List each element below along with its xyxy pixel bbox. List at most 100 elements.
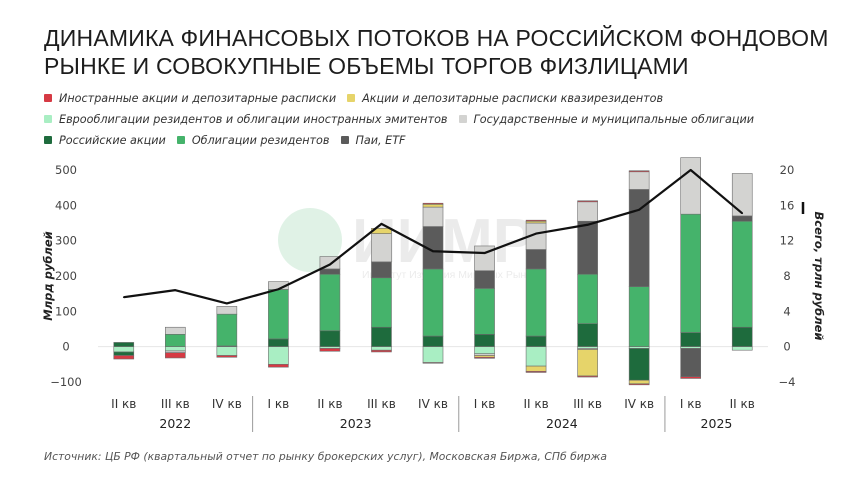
watermark-subtitle: Институт Изучения Мировых Рынков bbox=[362, 269, 543, 281]
bar-rus_bonds-5 bbox=[319, 273, 341, 332]
legend-item-quasi: Акции и депозитарные расписки квазирезид… bbox=[347, 92, 663, 105]
line-point-11 bbox=[638, 208, 640, 211]
bar-euro-8 bbox=[474, 346, 495, 355]
bar-rus_shares-4 bbox=[268, 338, 289, 347]
x-tick-label: II кв bbox=[730, 397, 755, 411]
bar-funds-6 bbox=[371, 261, 392, 279]
legend-row-3: Российские акции Облигации резидентов Паи,… bbox=[44, 134, 844, 155]
y2-tick-label: 0 bbox=[783, 340, 790, 354]
x-tick-label: I кв bbox=[474, 397, 496, 411]
watermark-globe-icon bbox=[278, 208, 342, 272]
x-tick-label: I кв bbox=[268, 397, 290, 411]
bar-quasi_neg-10 bbox=[577, 349, 598, 377]
bar-euro-4 bbox=[268, 346, 289, 365]
bar-foreign_neg-12 bbox=[680, 376, 701, 379]
y-axis-label: Млрд рублей bbox=[41, 231, 55, 320]
bar-quasi_neg-11 bbox=[628, 379, 650, 385]
line-point-7 bbox=[432, 250, 434, 253]
bar-funds-13 bbox=[731, 215, 753, 222]
y-tick-label: −100 bbox=[50, 375, 82, 389]
line-point-5 bbox=[329, 263, 331, 266]
bar-rus_bonds-13 bbox=[731, 220, 753, 328]
bar-gov-2 bbox=[165, 326, 186, 335]
bar-rus_bonds-10 bbox=[577, 273, 598, 325]
bar-funds-5 bbox=[319, 268, 341, 275]
bar-rus_bonds-7 bbox=[422, 268, 444, 337]
y2-tick-label: 16 bbox=[780, 198, 795, 212]
bar-foreign_neg-2 bbox=[165, 352, 186, 359]
bar-foreign_neg-5 bbox=[319, 348, 341, 352]
legend-item-euro: Еврооблигации резидентов и облигации ино… bbox=[44, 113, 448, 126]
legend-label-rus_shares: Российские акции bbox=[59, 134, 166, 147]
legend-label-foreign: Иностранные акции и депозитарные расписк… bbox=[59, 92, 337, 105]
bar-gov-3 bbox=[216, 306, 238, 315]
bar-quasi-7 bbox=[422, 203, 444, 208]
bar-euro-13 bbox=[731, 346, 753, 351]
bar-rus_shares-6 bbox=[371, 326, 392, 347]
legend-item-funds: Паи, ETF bbox=[340, 134, 406, 147]
line-point-6 bbox=[380, 223, 383, 225]
bar-euro-3 bbox=[216, 346, 238, 356]
bar-rus_bonds-8 bbox=[474, 288, 495, 335]
y2-axis-label: Всего, трлн рублей bbox=[812, 212, 826, 341]
bar-gov-6 bbox=[371, 233, 392, 263]
line-point-12 bbox=[689, 169, 692, 171]
bar-foreign-11 bbox=[628, 170, 650, 173]
y-tick-label: 0 bbox=[62, 340, 69, 354]
legend-label-rus_bonds: Облигации резидентов bbox=[191, 134, 330, 147]
bar-euro-9 bbox=[525, 346, 547, 367]
bar-gov-13 bbox=[731, 173, 753, 217]
x-tick-label: III кв bbox=[573, 397, 602, 411]
y-tick-label: 100 bbox=[55, 304, 77, 318]
legend-swatch-funds bbox=[340, 136, 349, 144]
year-label: 2024 bbox=[546, 416, 578, 431]
line-point-4 bbox=[277, 288, 280, 291]
line-point-13 bbox=[741, 212, 744, 215]
bar-foreign_neg-6 bbox=[371, 349, 392, 353]
bar-gov-7 bbox=[422, 206, 444, 227]
x-tick-label: III кв bbox=[161, 397, 190, 411]
legend-swatch-foreign bbox=[44, 94, 52, 102]
bar-rus_shares-10 bbox=[577, 323, 598, 347]
legend-item-rus_shares: Российские акции bbox=[44, 134, 166, 147]
bar-rus_shares-7 bbox=[422, 335, 444, 347]
bar-foreign_neg-9 bbox=[525, 371, 547, 373]
bar-foreign-7 bbox=[422, 202, 444, 205]
legend-label-euro: Еврооблигации резидентов и облигации ино… bbox=[59, 113, 448, 126]
legend-item-foreign: Иностранные акции и депозитарные расписк… bbox=[44, 92, 336, 105]
legend-item-gov: Государственные и муниципальные облигаци… bbox=[458, 113, 754, 126]
line-point-3 bbox=[226, 302, 228, 305]
y-tick-label: 300 bbox=[55, 234, 77, 248]
bar-rus_shares-8 bbox=[474, 333, 495, 347]
y-tick-label: 200 bbox=[55, 269, 77, 283]
bar-rus_bonds-2 bbox=[165, 333, 186, 347]
bar-foreign_neg-7 bbox=[422, 362, 444, 364]
bar-foreign-10 bbox=[577, 200, 598, 203]
y2-tick-label: 8 bbox=[783, 269, 790, 283]
x-tick-label: IV кв bbox=[624, 397, 654, 411]
year-label: 2023 bbox=[340, 416, 372, 431]
x-tick-label: II кв bbox=[111, 397, 136, 411]
bar-foreign_neg-10 bbox=[577, 375, 598, 378]
legend-swatch-rus_bonds bbox=[176, 136, 185, 144]
legend-row-2: Еврооблигации резидентов и облигации ино… bbox=[44, 113, 844, 134]
legend-row-1: Иностранные акции и депозитарные расписк… bbox=[44, 92, 844, 113]
bar-gov-10 bbox=[577, 201, 598, 222]
bar-foreign-9 bbox=[525, 219, 547, 222]
bar-rus_shares-12 bbox=[680, 332, 701, 347]
bar-funds-10 bbox=[577, 220, 598, 275]
bar-euro-7 bbox=[422, 346, 444, 363]
bar-rus_bonds-9 bbox=[525, 268, 547, 337]
x-tick-label: I кв bbox=[680, 397, 702, 411]
bar-funds-8 bbox=[474, 270, 495, 289]
chart-title: ДИНАМИКА ФИНАНСОВЫХ ПОТОКОВ НА РОССИЙСКО… bbox=[44, 24, 834, 80]
bar-foreign_neg-3 bbox=[216, 355, 238, 358]
y2-tick-label: −4 bbox=[779, 375, 796, 389]
bar-rus_bonds-4 bbox=[268, 289, 289, 340]
x-tick-label: III кв bbox=[367, 397, 396, 411]
y2-tick-label: 20 bbox=[780, 163, 795, 177]
bar-rus_shares-9 bbox=[525, 335, 547, 347]
line-point-9 bbox=[535, 232, 537, 235]
legend-swatch-quasi bbox=[347, 94, 356, 102]
bar-euro-1 bbox=[113, 346, 135, 353]
